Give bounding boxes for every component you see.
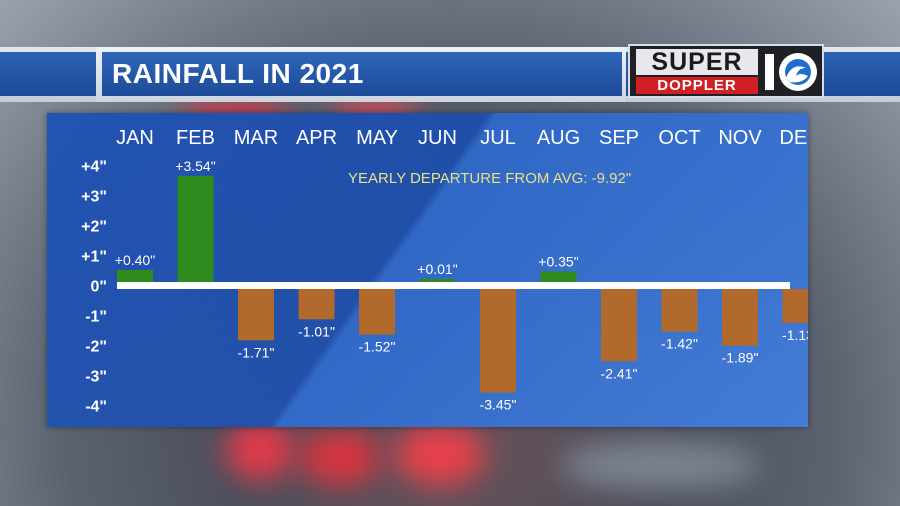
- month-label-dec: DEC: [779, 127, 808, 149]
- data-label-feb: +3.54": [175, 158, 215, 174]
- y-tick-label: +4": [81, 159, 107, 176]
- data-label-apr: -1.01": [298, 323, 335, 339]
- background-light: [560, 440, 760, 490]
- data-label-jul: -3.45": [480, 397, 517, 413]
- logo-top-text: SUPER: [636, 49, 758, 75]
- data-label-mar: -1.71": [238, 344, 275, 360]
- background-light: [300, 430, 380, 485]
- bar-jan: [117, 270, 153, 282]
- bar-mar: [238, 289, 274, 341]
- month-label-nov: NOV: [718, 127, 762, 149]
- data-label-nov: -1.89": [722, 350, 759, 366]
- super-doppler-10-logo: SUPER DOPPLER: [628, 44, 824, 98]
- title-inner: [102, 52, 622, 96]
- y-tick-label: -1": [85, 309, 107, 326]
- month-label-apr: APR: [296, 127, 337, 149]
- y-tick-label: +1": [81, 249, 107, 266]
- y-tick-label: +2": [81, 219, 107, 236]
- month-label-jul: JUL: [480, 127, 516, 149]
- bar-jul: [480, 289, 516, 393]
- data-label-may: -1.52": [359, 339, 396, 355]
- bar-jun: [419, 279, 456, 282]
- background-light: [395, 425, 485, 485]
- yearly-departure-annotation: YEARLY DEPARTURE FROM AVG: -9.92": [348, 170, 631, 187]
- data-label-jun: +0.01": [417, 261, 457, 277]
- bar-chart: +0.40" +3.54" -1.71" -1.01" -1.52" +0.01" -3.4…: [47, 113, 808, 427]
- month-label-jan: JAN: [116, 127, 154, 149]
- data-label-aug: +0.35": [538, 254, 578, 270]
- y-tick-label: -2": [85, 339, 107, 356]
- bar-feb: [177, 175, 214, 282]
- bar-oct: [661, 289, 698, 332]
- data-label-sep: -2.41": [601, 365, 638, 381]
- month-label-feb: FEB: [176, 127, 215, 149]
- month-label-mar: MAR: [234, 127, 278, 149]
- y-tick-label: 0": [91, 279, 107, 296]
- bar-sep: [601, 289, 637, 362]
- y-tick-label: +3": [81, 189, 107, 206]
- month-label-aug: AUG: [537, 127, 580, 149]
- data-label-jan: +0.40": [115, 252, 155, 268]
- bar-aug: [540, 271, 577, 282]
- chart-panel: +0.40" +3.54" -1.71" -1.01" -1.52" +0.01" -3.4…: [47, 113, 808, 427]
- data-label-dec: -1.13": [782, 327, 808, 343]
- background-light: [225, 420, 295, 480]
- y-tick-label: -4": [85, 399, 107, 416]
- month-label-jun: JUN: [418, 127, 457, 149]
- data-label-oct: -1.42": [661, 336, 698, 352]
- logo-bottom-text: DOPPLER: [636, 77, 758, 94]
- logo-wave-icon: [762, 48, 820, 96]
- bar-dec: [782, 289, 808, 323]
- month-label-sep: SEP: [599, 127, 639, 149]
- bar-apr: [298, 289, 335, 320]
- month-label-may: MAY: [356, 127, 398, 149]
- page-title: RAINFALL IN 2021: [112, 58, 364, 89]
- panel-shade: [47, 113, 808, 427]
- bar-may: [359, 289, 395, 335]
- zero-baseline: [117, 282, 790, 289]
- month-label-oct: OCT: [658, 127, 700, 149]
- y-tick-label: -3": [85, 369, 107, 386]
- bar-nov: [722, 289, 758, 346]
